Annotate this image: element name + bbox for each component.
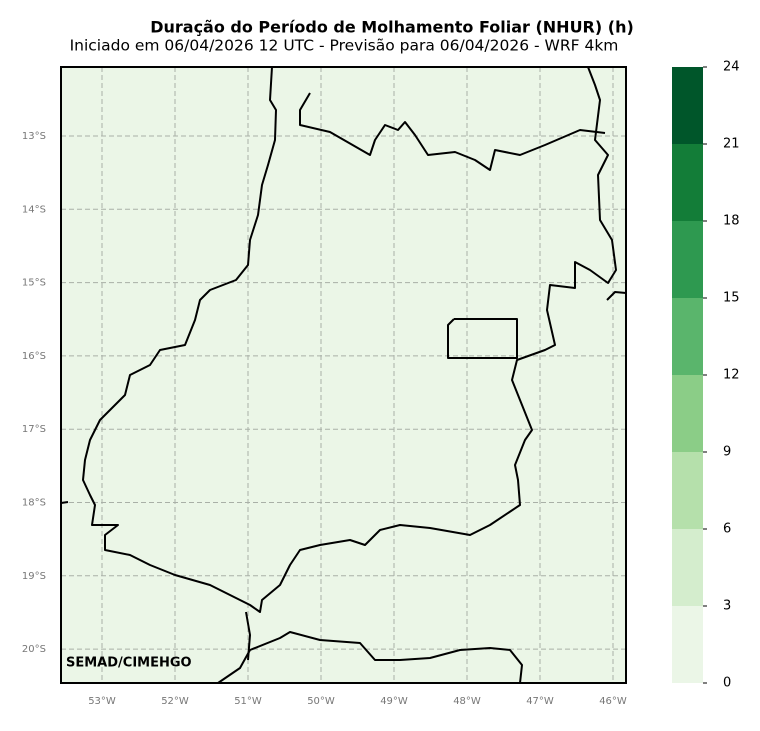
colorbar-band — [672, 298, 703, 375]
colorbar-tick-label: 12 — [723, 368, 740, 383]
lon-label: 49°W — [380, 696, 408, 707]
lon-label: 53°W — [88, 696, 116, 707]
subtitle: Iniciado em 06/04/2026 12 UTC - Previsão… — [70, 37, 619, 55]
lon-label: 47°W — [526, 696, 554, 707]
colorbar-tick-label: 18 — [723, 214, 740, 229]
lon-label: 50°W — [307, 696, 335, 707]
lat-label: 16°S — [22, 351, 46, 362]
state-border — [606, 291, 627, 301]
state-border — [60, 501, 69, 504]
colorbar-tick-label: 15 — [723, 291, 740, 306]
state-border — [217, 631, 523, 684]
colorbar-band — [672, 606, 703, 683]
colorbar: 0 3 6 9 12 15 18 21 24 — [672, 60, 740, 691]
colorbar-band — [672, 529, 703, 606]
title: Duração do Período de Molhamento Foliar … — [150, 18, 634, 37]
lon-label: 48°W — [453, 696, 481, 707]
lat-label: 20°S — [22, 644, 46, 655]
lat-label: 18°S — [22, 498, 46, 509]
lat-label: 19°S — [22, 571, 46, 582]
lon-label: 52°W — [161, 696, 189, 707]
colorbar-tick-label: 24 — [723, 60, 740, 75]
map-frame — [60, 66, 627, 684]
colorbar-band — [672, 144, 703, 221]
colorbar-band — [672, 221, 703, 298]
colorbar-tick-label: 3 — [723, 599, 731, 614]
state-border — [299, 92, 606, 171]
state-border — [82, 66, 617, 613]
lat-label: 17°S — [22, 424, 46, 435]
colorbar-tick-label: 6 — [723, 522, 731, 537]
colorbar-band — [672, 452, 703, 529]
colorbar-tick-label: 0 — [723, 676, 731, 691]
borders — [60, 66, 627, 684]
colorbar-band — [672, 67, 703, 144]
lat-label: 14°S — [22, 204, 46, 215]
colorbar-tick-label: 9 — [723, 445, 731, 460]
lon-label: 46°W — [599, 696, 627, 707]
colorbar-band — [672, 375, 703, 452]
credit: SEMAD/CIMEHGO — [66, 656, 192, 671]
state-border — [447, 318, 518, 359]
colorbar-tick-label: 21 — [723, 137, 740, 152]
lon-label: 51°W — [234, 696, 262, 707]
map-area — [61, 67, 626, 683]
state-border — [245, 611, 251, 661]
graticule — [61, 67, 626, 683]
lat-label: 13°S — [22, 131, 46, 142]
lat-label: 15°S — [22, 278, 46, 289]
